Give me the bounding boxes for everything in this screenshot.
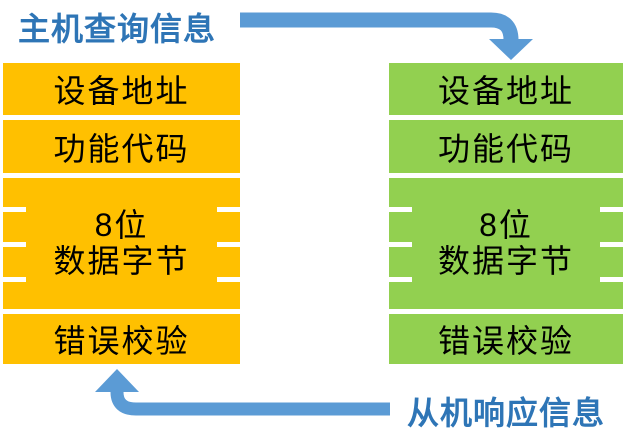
host-cell-function-code: 功能代码	[3, 120, 240, 173]
continuation-tick	[600, 242, 626, 247]
slave-to-host-arrow-icon	[95, 369, 390, 416]
cell-label: 错误校验	[53, 323, 190, 359]
continuation-tick	[217, 242, 243, 247]
cell-label: 功能代码	[53, 130, 190, 167]
continuation-tick	[600, 207, 626, 212]
slave-to-host-arrow-shaft	[110, 391, 390, 416]
continuation-tick	[217, 207, 243, 212]
cell-label: 功能代码	[437, 130, 574, 167]
slave-cell-data-bytes: 8位 数据字节	[386, 178, 626, 309]
slave-cell-function-code: 功能代码	[389, 120, 623, 173]
host-cell-data-bytes: 8位 数据字节	[0, 178, 243, 309]
continuation-tick	[386, 242, 412, 247]
host-to-slave-arrow-head	[489, 39, 533, 60]
cell-label: 设备地址	[437, 73, 574, 109]
host-query-label: 主机查询信息	[18, 11, 217, 47]
continuation-tick	[600, 277, 626, 282]
continuation-tick	[0, 207, 26, 212]
host-query-table: 设备地址 功能代码 8位 数据字节 错误校验	[0, 63, 243, 364]
slave-cell-device-address: 设备地址	[389, 63, 623, 115]
cell-label: 8位 数据字节	[437, 206, 574, 279]
host-to-slave-arrow-shaft	[240, 12, 519, 41]
continuation-tick	[386, 207, 412, 212]
cell-label: 错误校验	[437, 323, 574, 359]
host-cell-device-address: 设备地址	[3, 63, 240, 115]
slave-response-label: 从机响应信息	[407, 395, 606, 431]
continuation-tick	[0, 277, 26, 282]
cell-label: 设备地址	[53, 73, 190, 109]
host-to-slave-arrow-icon	[240, 12, 533, 60]
slave-cell-error-check: 错误校验	[389, 314, 623, 364]
continuation-tick	[386, 277, 412, 282]
cell-label: 8位 数据字节	[53, 206, 190, 279]
continuation-tick	[0, 242, 26, 247]
host-cell-error-check: 错误校验	[3, 314, 240, 364]
slave-response-table: 设备地址 功能代码 8位 数据字节 错误校验	[386, 63, 626, 364]
continuation-tick	[217, 277, 243, 282]
slave-to-host-arrow-head	[95, 369, 139, 392]
